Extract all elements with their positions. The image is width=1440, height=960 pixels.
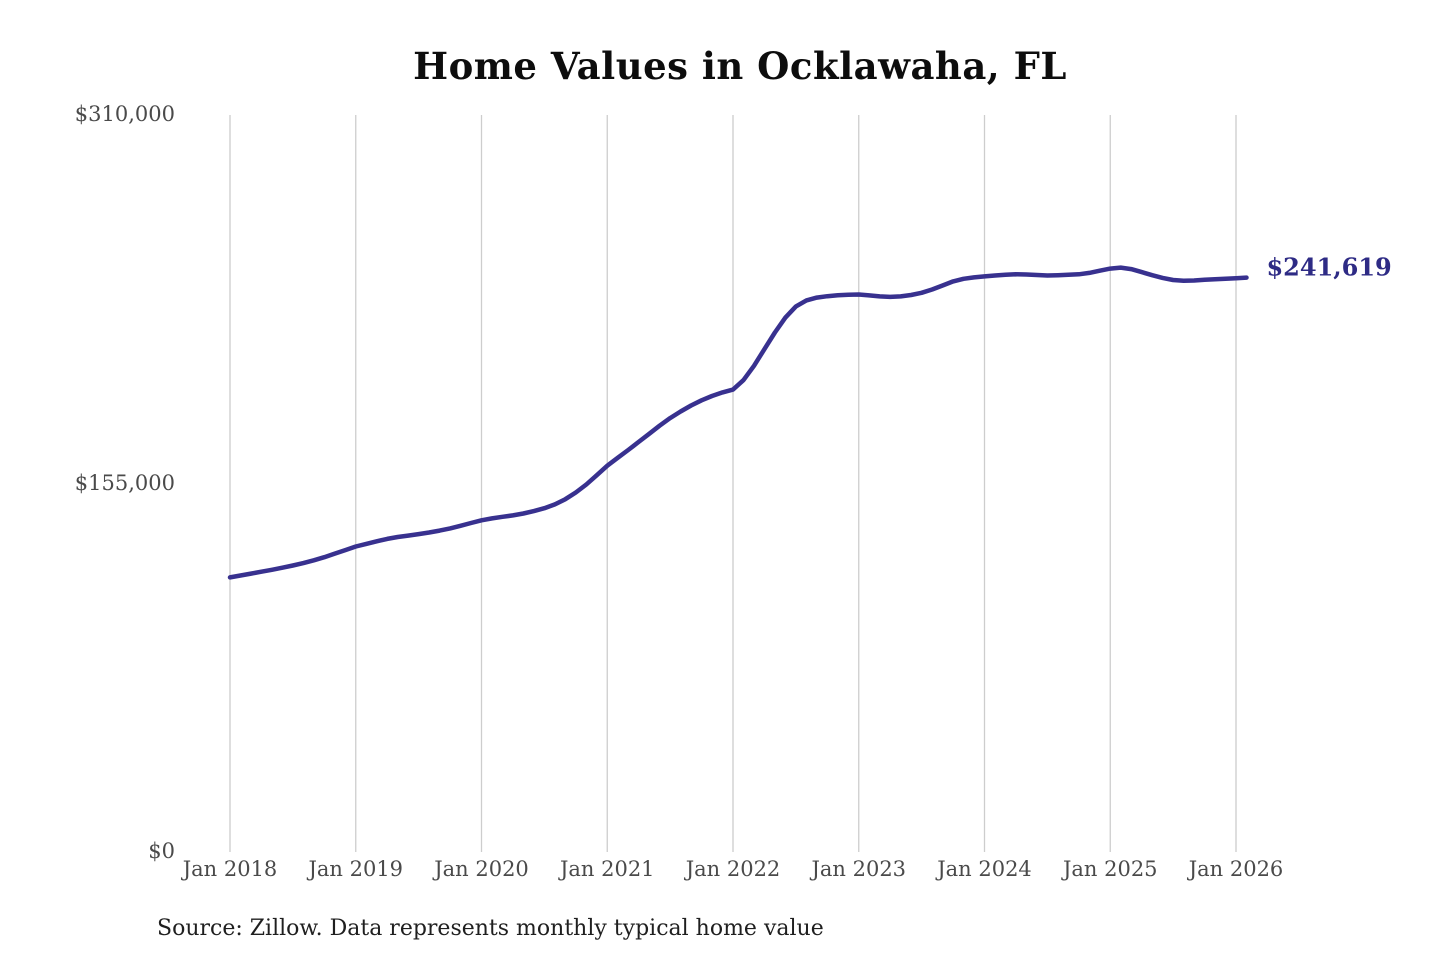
x-axis-label: Jan 2026 xyxy=(1188,857,1284,881)
x-axis-label: Jan 2019 xyxy=(308,857,404,881)
y-axis-label: $310,000 xyxy=(74,102,175,127)
home-value-line xyxy=(227,265,1249,580)
source-note: Source: Zillow. Data represents monthly … xyxy=(157,916,824,941)
chart-title: Home Values in Ocklawaha, FL xyxy=(413,44,1067,88)
x-axis-label: Jan 2023 xyxy=(811,857,907,881)
latest-value-label: $241,619 xyxy=(1266,252,1392,282)
gridlines xyxy=(229,115,1237,852)
x-axis-label: Jan 2020 xyxy=(434,857,529,881)
x-axis-label: Jan 2018 xyxy=(182,857,278,881)
x-axis-label: Jan 2021 xyxy=(559,857,655,881)
y-axis-label: $155,000 xyxy=(74,470,175,495)
y-axis-label: $0 xyxy=(148,839,175,864)
x-axis-label: Jan 2025 xyxy=(1062,857,1158,881)
x-axis-label: Jan 2024 xyxy=(937,857,1032,881)
x-axis-label: Jan 2022 xyxy=(685,857,781,881)
